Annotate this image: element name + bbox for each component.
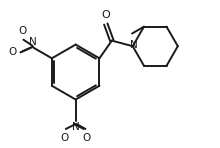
Text: N: N — [29, 37, 37, 46]
Text: N: N — [72, 122, 80, 132]
Text: O: O — [18, 26, 26, 36]
Text: O: O — [101, 10, 110, 20]
Text: O: O — [61, 133, 69, 143]
Text: N: N — [130, 40, 138, 50]
Text: O: O — [8, 47, 16, 57]
Text: O: O — [82, 133, 91, 143]
